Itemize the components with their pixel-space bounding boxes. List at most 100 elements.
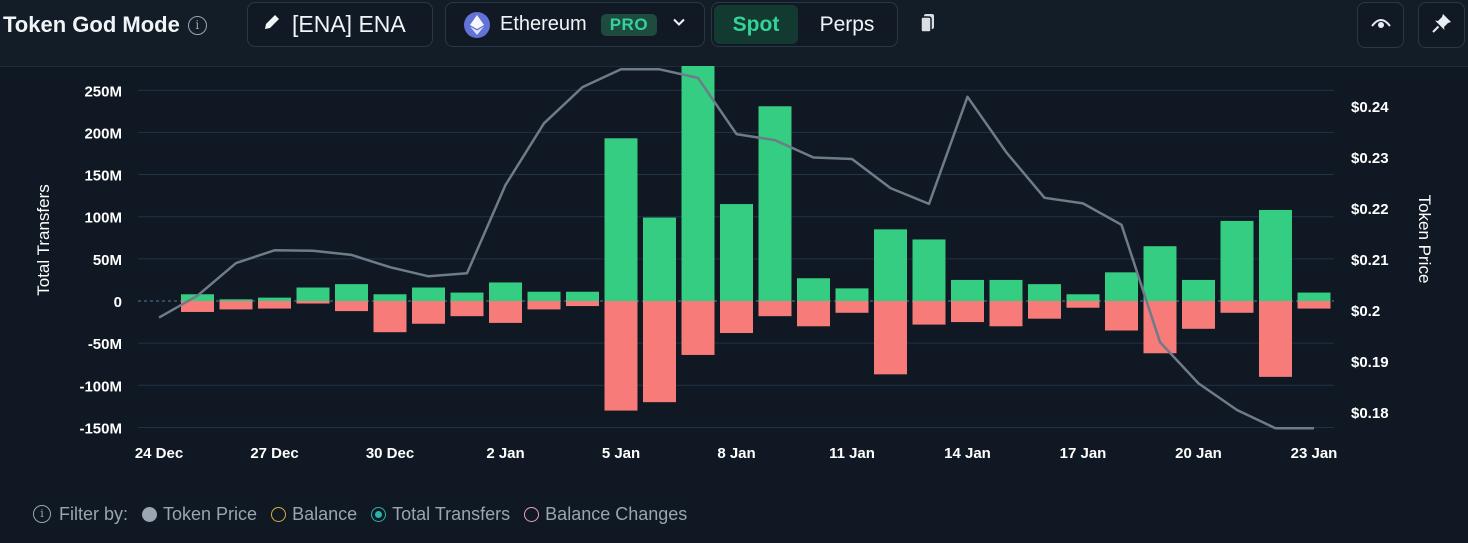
inflow-bar — [335, 284, 368, 301]
page-title-text: Token God Mode — [3, 12, 180, 37]
price-line — [158, 68, 1314, 430]
y-tick-label-left: -150M — [79, 420, 122, 437]
filter-item-label: Balance Changes — [545, 503, 688, 524]
x-tick-label: 11 Jan — [829, 445, 875, 462]
y-tick-label-right: $0.21 — [1351, 252, 1389, 269]
eye-icon — [1370, 16, 1391, 35]
y-tick-label-right: $0.24 — [1351, 99, 1389, 116]
outflow-bar — [874, 301, 907, 375]
outflow-bar — [566, 301, 599, 307]
transfers-chart: 250M 200M 150M 100M 50M 0 -50M -100M -150M $0.24 $… — [34, 66, 1434, 462]
inflow-bar — [489, 282, 522, 301]
outflow-bar — [604, 301, 638, 411]
y-tick-label-left: -50M — [88, 336, 122, 353]
inflow-bar — [720, 204, 753, 301]
x-tick-label: 20 Jan — [1175, 445, 1222, 462]
perps-tab[interactable]: Perps — [819, 12, 875, 36]
balance-changes-dot-icon — [524, 506, 540, 522]
inflow-bar — [874, 229, 907, 301]
spot-tab[interactable]: Spot — [714, 5, 798, 44]
inflow-bar — [258, 297, 291, 301]
outflow-bar — [489, 301, 522, 323]
inflow-bar — [412, 287, 445, 301]
inflow-bar — [758, 106, 792, 301]
x-tick-label: 27 Dec — [250, 445, 298, 462]
outflow-bar — [450, 301, 484, 317]
outflow-bar — [373, 301, 407, 333]
outflow-bar — [912, 301, 946, 325]
copy-icon[interactable] — [919, 13, 937, 40]
outflow-bar — [335, 301, 368, 312]
market-toggle: Spot Perps — [711, 2, 898, 47]
outflow-bar — [797, 301, 830, 327]
inflow-bar — [181, 294, 214, 301]
pin-icon — [1431, 13, 1452, 38]
y-tick-label-right: $0.22 — [1351, 201, 1389, 218]
outflow-bar — [1066, 301, 1100, 308]
inflow-bar — [643, 217, 676, 301]
y-tick-label-right: $0.23 — [1351, 150, 1389, 167]
inflow-bar — [951, 279, 984, 301]
watch-button[interactable] — [1357, 2, 1404, 48]
outflow-bar — [758, 301, 792, 317]
inflow-bar — [566, 291, 599, 301]
x-tick-label: 14 Jan — [944, 445, 991, 462]
outflow-bars — [181, 301, 1331, 411]
inflow-bars — [181, 66, 1331, 301]
outflow-bar — [1220, 301, 1254, 313]
x-tick-label: 23 Jan — [1291, 445, 1338, 462]
outflow-bar — [951, 301, 984, 323]
y-tick-label-right: $0.18 — [1351, 405, 1389, 422]
x-tick-label: 5 Jan — [602, 445, 640, 462]
x-tick-label: 30 Dec — [366, 445, 414, 462]
y-tick-label-right: $0.19 — [1351, 354, 1389, 371]
x-tick-label: 17 Jan — [1060, 445, 1107, 462]
chevron-down-icon — [671, 13, 687, 36]
pro-badge: PRO — [600, 13, 658, 36]
y-tick-label-left: 150M — [84, 168, 122, 185]
info-icon[interactable]: i — [187, 15, 207, 35]
pin-button[interactable] — [1418, 2, 1465, 48]
filter-item-label: Balance — [292, 503, 358, 524]
inflow-bar — [1143, 246, 1177, 301]
inflow-bar — [1066, 294, 1100, 301]
y-tick-label-left: -100M — [79, 378, 122, 395]
filter-item-label: Token Price — [163, 503, 258, 524]
outflow-bar — [1297, 301, 1331, 309]
y-tick-label-left: 100M — [84, 210, 122, 227]
filter-balance[interactable]: Balance — [271, 504, 357, 525]
outflow-bar — [835, 301, 869, 313]
token-label: [ENA] ENA — [292, 11, 406, 37]
outflow-bar — [258, 301, 291, 309]
y-tick-label-right: $0.2 — [1351, 303, 1380, 320]
outflow-bar — [1028, 301, 1061, 319]
outflow-bar — [1105, 301, 1138, 331]
outflow-bar — [681, 301, 715, 355]
inflow-bar — [1259, 209, 1292, 301]
outflow-bar — [720, 301, 753, 334]
inflow-bar — [373, 294, 407, 301]
balance-dot-icon — [271, 506, 287, 522]
outflow-bar — [219, 301, 253, 310]
inflow-bar — [219, 299, 253, 301]
inflow-bar — [989, 279, 1023, 301]
chart-axes: 250M 200M 150M 100M 50M 0 -50M -100M -150M $0.24 $… — [79, 83, 1389, 462]
inflow-bar — [527, 291, 561, 301]
inflow-bar — [604, 138, 638, 301]
chain-selector[interactable]: Ethereum PRO — [445, 2, 705, 47]
outflow-bar — [527, 301, 561, 310]
outflow-bar — [412, 301, 445, 324]
inflow-bar — [1220, 220, 1254, 301]
y-tick-label-left: 250M — [84, 83, 122, 100]
filter-total-transfers[interactable]: Total Transfers — [371, 504, 510, 525]
filter-balance-changes[interactable]: Balance Changes — [524, 504, 687, 525]
token-price-dot-icon — [142, 506, 158, 522]
inflow-bar — [1182, 279, 1215, 301]
x-tick-label: 8 Jan — [717, 445, 755, 462]
filter-token-price[interactable]: Token Price — [142, 504, 257, 525]
y-axis-label-right: Token Price — [1415, 195, 1434, 284]
outflow-bar — [643, 301, 676, 403]
inflow-bar — [912, 239, 946, 301]
token-selector[interactable]: [ENA] ENA — [247, 2, 433, 47]
filter-label-group: i Filter by: — [33, 504, 128, 525]
